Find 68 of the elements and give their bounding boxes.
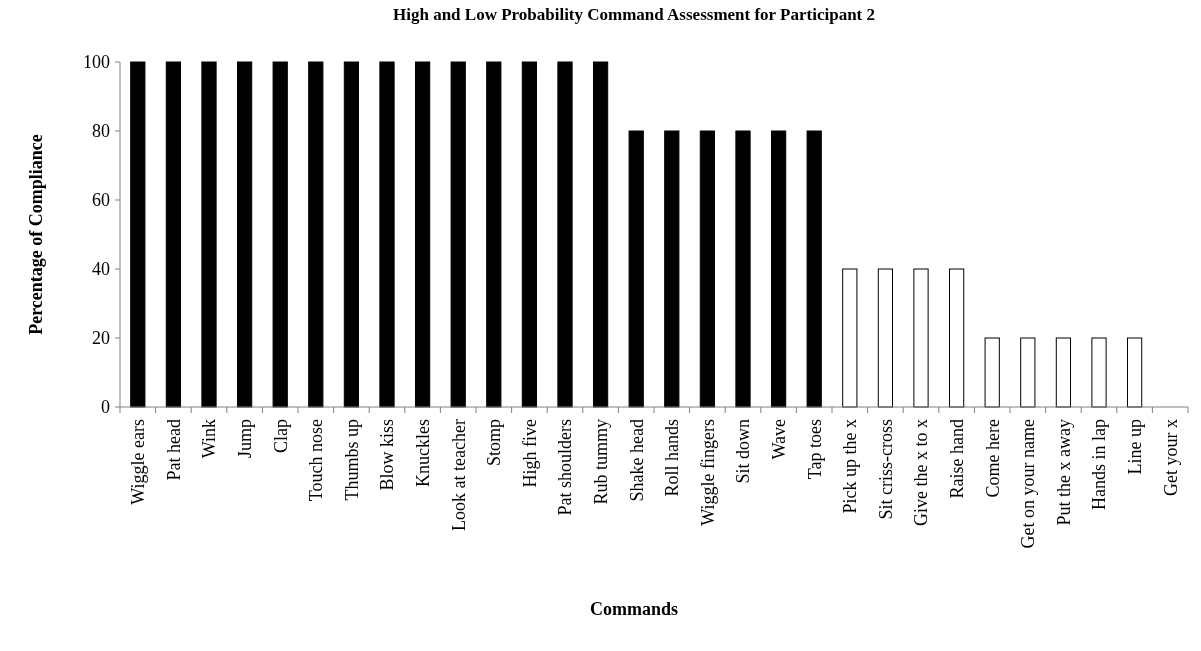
x-tick-label: Pat shoulders <box>555 419 576 516</box>
bar <box>308 61 324 408</box>
bar <box>201 61 217 408</box>
bar <box>592 61 609 408</box>
bar <box>913 268 929 408</box>
x-tick-label: Knuckles <box>412 419 433 487</box>
x-tick-label: Wiggle ears <box>128 419 149 505</box>
x-tick-label: Sit criss-cross <box>875 419 896 520</box>
x-tick-label: Wave <box>768 418 789 460</box>
bar <box>735 130 751 408</box>
bar <box>1126 337 1143 408</box>
bar <box>521 61 538 408</box>
x-tick-label: Pick up the x <box>840 419 861 514</box>
x-tick-label: Roll hands <box>662 419 683 497</box>
x-tick-label: Touch nose <box>306 419 327 502</box>
x-tick-label: Get your x <box>1160 419 1181 496</box>
x-tick-label: Hands in lap <box>1089 419 1110 510</box>
x-tick-label: Blow kiss <box>377 419 398 491</box>
y-tick-label: 0 <box>101 397 110 418</box>
bar <box>877 268 894 408</box>
y-tick-label: 20 <box>92 328 110 349</box>
x-tick-label: Tap toes <box>804 419 825 480</box>
x-tick-label: Shake head <box>626 419 647 502</box>
x-tick-label: Pat head <box>163 419 184 481</box>
x-tick-label: Put the x away <box>1053 419 1074 526</box>
bar <box>130 61 146 408</box>
x-tick-label: Rub tummy <box>590 419 611 505</box>
bar <box>165 61 182 408</box>
bar <box>236 61 253 408</box>
x-tick-label: Come here <box>982 418 1003 498</box>
x-tick-label: Give the x to x <box>911 419 932 526</box>
bar <box>450 61 466 408</box>
bar <box>343 61 360 408</box>
y-tick-label: 60 <box>92 190 110 211</box>
x-tick-label: Clap <box>270 419 291 453</box>
x-tick-label: Thumbs up <box>341 419 362 501</box>
bar <box>1020 337 1036 408</box>
bar <box>806 130 822 408</box>
bar <box>948 268 965 408</box>
y-tick-label: 40 <box>92 259 110 280</box>
bar <box>770 130 787 408</box>
x-axis-title: Commands <box>589 599 679 619</box>
chart-title: High and Low Probability Command Assessment for Participant 2 <box>392 5 876 24</box>
bar <box>557 61 573 408</box>
bar <box>1055 337 1072 408</box>
y-tick-label: 80 <box>92 121 110 142</box>
y-axis-title: Percentage of Compliance <box>26 134 46 335</box>
bar <box>1091 337 1107 408</box>
bar <box>628 130 644 408</box>
bar <box>486 61 502 408</box>
x-tick-label: Wiggle fingers <box>697 419 718 526</box>
bar <box>272 61 288 408</box>
x-tick-label: Sit down <box>733 419 754 484</box>
bar <box>699 130 716 408</box>
x-tick-label: High five <box>519 418 540 488</box>
x-tick-label: Wink <box>199 419 220 459</box>
x-tick-label: Stomp <box>484 419 505 467</box>
x-tick-label: Jump <box>234 419 255 459</box>
x-tick-label: Raise hand <box>946 419 967 499</box>
x-tick-label: Look at teacher <box>448 418 469 531</box>
bar <box>414 61 431 408</box>
x-tick-label: Get on your name <box>1018 419 1039 549</box>
bar <box>664 130 680 408</box>
bar <box>984 337 1000 408</box>
bar <box>379 61 395 408</box>
x-tick-label: Line up <box>1124 419 1145 475</box>
bar <box>842 268 858 408</box>
y-tick-label: 100 <box>83 52 110 73</box>
